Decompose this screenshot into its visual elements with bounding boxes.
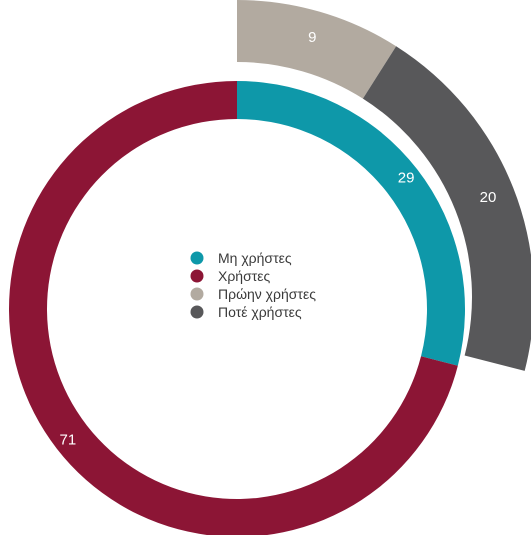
legend-label-0: Μη χρήστες <box>218 250 292 266</box>
inner-ring <box>9 80 466 535</box>
inner-slice-label-0: 29 <box>398 169 415 186</box>
legend-label-1: Χρήστες <box>218 268 271 284</box>
outer-slice-label-0: 9 <box>308 29 316 46</box>
legend-label-2: Πρώην χρήστες <box>218 286 316 302</box>
legend-marker-2 <box>190 287 204 301</box>
outer-ring <box>237 0 531 371</box>
legend-marker-3 <box>190 305 204 319</box>
outer-slice-label-1: 20 <box>480 189 497 206</box>
inner-slice-label-1: 71 <box>60 432 77 449</box>
segment-labels: 29 71 9 20 <box>60 29 497 449</box>
outer-slice-0 <box>237 0 397 99</box>
inner-slice-0 <box>237 80 466 366</box>
legend-label-3: Ποτέ χρήστες <box>218 304 302 320</box>
legend-marker-1 <box>190 269 204 283</box>
legend: Μη χρήστες Χρήστες Πρώην χρήστες Ποτέ χρήστ… <box>190 250 316 320</box>
outer-slice-1 <box>362 46 531 371</box>
legend-marker-0 <box>190 251 204 265</box>
